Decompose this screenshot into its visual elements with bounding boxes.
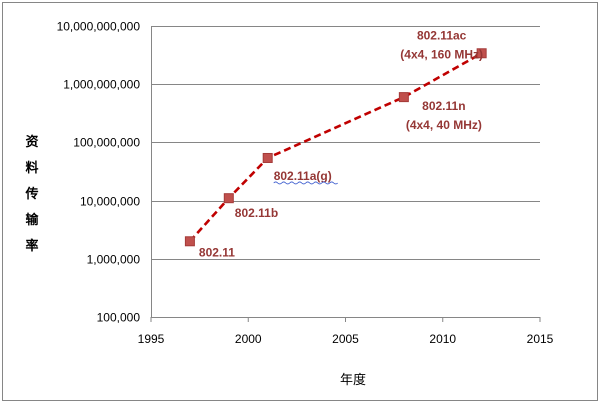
series-path <box>188 52 483 243</box>
x-tick-label: 2010 <box>429 332 456 346</box>
x-tick-label: 2000 <box>235 332 262 346</box>
x-tick-label: 2005 <box>332 332 359 346</box>
y-axis-label-char: 率 <box>25 238 38 254</box>
y-axis-label-char: 资 <box>25 134 38 150</box>
data-label: 802.11 <box>199 245 235 259</box>
y-tick-label: 10,000,000,000 <box>57 20 141 34</box>
y-tick-label: 100,000 <box>97 311 141 325</box>
series-line <box>188 52 483 243</box>
y-tick-label: 10,000,000 <box>80 195 140 209</box>
x-tick-label: 2015 <box>527 332 554 346</box>
x-tick-labels: 1995 2000 2005 2010 2015 <box>138 317 554 346</box>
data-label: 802.11a(g) <box>274 169 332 183</box>
y-axis-label-char: 输 <box>25 212 39 228</box>
data-markers <box>184 48 487 247</box>
gridlines <box>151 26 540 260</box>
data-marker <box>476 48 487 59</box>
y-tick-label: 1,000,000,000 <box>63 78 140 92</box>
data-label: 802.11ac (4x4, 160 MHz) <box>400 28 483 61</box>
data-label: 802.11b <box>235 206 278 220</box>
spellcheck-underline <box>273 181 338 185</box>
data-marker <box>223 193 234 204</box>
data-marker <box>398 92 409 103</box>
y-tick-labels: 100,000 1,000,000 10,000,000 100,000,000 1,0… <box>57 20 141 325</box>
x-tick-label: 1995 <box>138 332 165 346</box>
data-marker <box>184 236 195 247</box>
data-marker <box>262 152 273 163</box>
y-tick-label: 1,000,000 <box>87 253 141 267</box>
y-tick-label: 100,000,000 <box>73 136 140 150</box>
y-axis-label-char: 料 <box>25 160 38 176</box>
y-axis-label-char: 传 <box>24 186 38 202</box>
data-label: 802.11n (4x4, 40 MHz) <box>406 99 482 132</box>
data-labels: 802.11 802.11b 802.11a(g) 802.11n (4x4, 40 M… <box>199 28 483 259</box>
x-axis-label: 年度 <box>340 372 366 388</box>
